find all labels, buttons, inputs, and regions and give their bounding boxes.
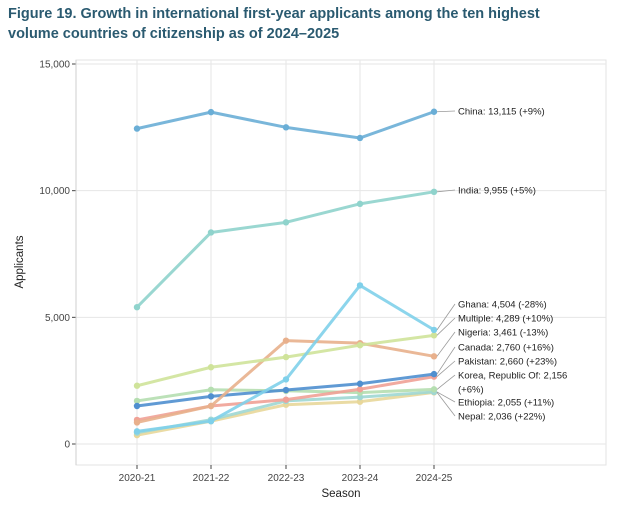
- data-point-china: [133, 125, 141, 132]
- series-label-korea-republic-of: Korea, Republic Of: 2,156: [458, 371, 567, 382]
- leader-line-ethiopia: [436, 391, 456, 403]
- data-point-india: [356, 200, 364, 208]
- data-point-china: [430, 108, 438, 115]
- y-axis: 0 5,000 10,000 15,000: [39, 60, 77, 465]
- data-point-pakistan: [356, 386, 364, 393]
- series-label-ghana: Ghana: 4,504 (-28%): [458, 300, 547, 311]
- y-tick-label: 15,000: [39, 60, 70, 71]
- data-point-ghana: [207, 418, 215, 425]
- data-point-nigeria: [207, 402, 215, 410]
- data-point-multiple: [207, 364, 215, 371]
- data-point-canada: [430, 370, 438, 378]
- data-point-multiple: [356, 342, 364, 349]
- series-label-nepal: Nepal: 2,036 (+22%): [458, 412, 545, 423]
- leader-line-canada: [436, 346, 456, 375]
- data-point-india: [430, 188, 438, 196]
- data-point-ghana: [356, 282, 364, 289]
- series-label-canada: Canada: 2,760 (+16%): [458, 343, 554, 354]
- data-point-china: [356, 134, 364, 142]
- data-point-ghana: [430, 326, 438, 334]
- chart-title-line-1: Figure 19. Growth in international first…: [8, 6, 540, 22]
- series-label-korea-republic-of-cont: (+6%): [458, 385, 484, 396]
- chart-title-line-2: volume countries of citizenship as of 20…: [8, 26, 340, 42]
- data-point-korea-republic-of: [133, 397, 141, 405]
- data-point-ghana: [282, 376, 290, 383]
- x-tick-label: 2023-24: [342, 473, 379, 484]
- data-point-korea-republic-of: [207, 386, 215, 393]
- series-label-multiple: Multiple: 4,289 (+10%): [458, 314, 553, 325]
- data-point-pakistan: [282, 396, 290, 403]
- data-point-multiple: [282, 353, 290, 361]
- data-point-multiple: [133, 382, 141, 389]
- data-point-canada: [133, 402, 141, 410]
- data-point-china: [207, 108, 215, 116]
- y-tick-label: 0: [64, 440, 70, 451]
- leader-line-ghana: [436, 303, 456, 331]
- leader-line-china: [436, 110, 456, 113]
- x-tick-label: 2024-25: [416, 473, 453, 484]
- y-axis-title: Applicants: [14, 235, 26, 288]
- x-tick-label: 2022-23: [268, 473, 305, 484]
- data-point-china: [282, 124, 290, 131]
- data-point-nepal: [356, 398, 364, 405]
- series-label-pakistan: Pakistan: 2,660 (+23%): [458, 357, 557, 368]
- data-point-ethiopia: [356, 393, 364, 401]
- series-label-ethiopia: Ethiopia: 2,055 (+11%): [458, 398, 554, 409]
- data-point-nigeria: [282, 337, 290, 344]
- data-point-multiple: [430, 332, 438, 339]
- series-labels: China: 13,115 (+9%) India: 9,955 (+5%) Gha…: [436, 107, 567, 423]
- data-point-nigeria: [133, 419, 141, 426]
- y-tick-label: 5,000: [45, 313, 70, 324]
- leader-line-india: [436, 189, 456, 193]
- series-label-nigeria: Nigeria: 3,461 (-13%): [458, 328, 548, 339]
- leader-line-pakistan: [436, 360, 456, 377]
- x-tick-label: 2020-21: [119, 473, 156, 484]
- data-point-canada: [356, 380, 364, 387]
- data-point-canada: [282, 386, 290, 394]
- data-point-india: [133, 304, 141, 311]
- data-point-ghana: [133, 428, 141, 435]
- series-label-china: China: 13,115 (+9%): [458, 107, 545, 118]
- leader-line-multiple: [436, 317, 456, 336]
- x-axis: 2020-21 2021-22 2022-23 2023-24 2024-25: [119, 465, 453, 484]
- data-point-canada: [207, 393, 215, 400]
- leader-line-nepal: [436, 392, 456, 417]
- x-tick-label: 2021-22: [193, 473, 230, 484]
- y-tick-label: 10,000: [39, 186, 70, 197]
- series-group: [133, 108, 438, 439]
- x-axis-title: Season: [321, 488, 360, 500]
- data-point-korea-republic-of: [430, 386, 438, 393]
- chart-title: Figure 19. Growth in international first…: [8, 4, 608, 44]
- series-label-india: India: 9,955 (+5%): [458, 186, 536, 197]
- leader-line-nigeria: [436, 331, 456, 357]
- data-point-india: [207, 229, 215, 236]
- data-point-india: [282, 219, 290, 226]
- data-point-nigeria: [430, 353, 438, 360]
- leader-line-korea-republic-of: [436, 374, 456, 390]
